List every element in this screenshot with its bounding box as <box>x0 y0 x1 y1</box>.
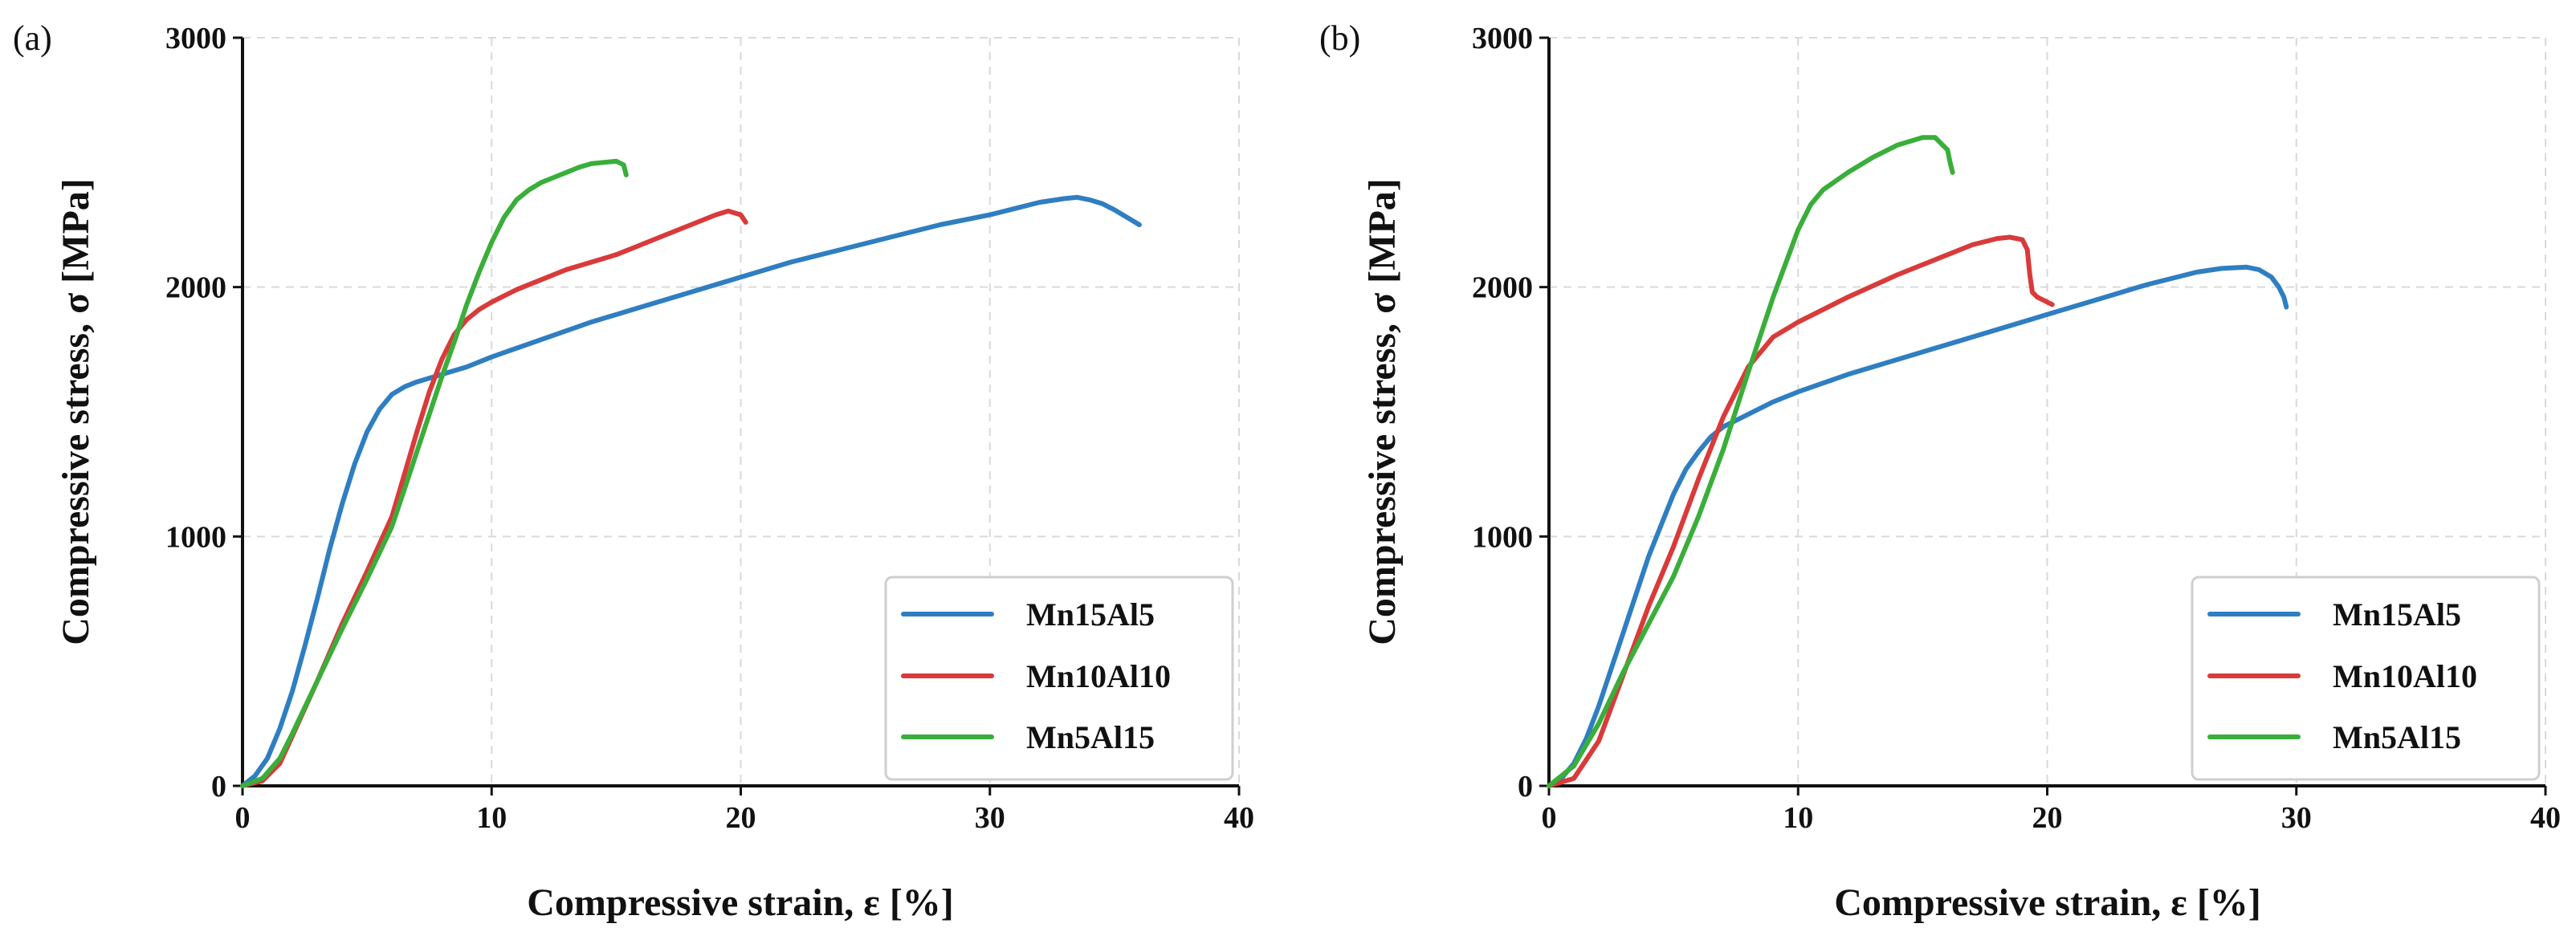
panel-b-series <box>1547 135 2289 788</box>
panel-b: (b) 0 10 20 30 40 0 1000 2000 3000 Compressive s… <box>1319 18 2561 924</box>
panel-a-label: (a) <box>13 18 52 58</box>
panel-b-x-tick-label: 0 <box>1542 801 1557 835</box>
panel-a-series-mn5al15 <box>240 158 629 788</box>
panel-b-y-tick-label: 3000 <box>1472 22 1533 55</box>
panel-a-x-tick-label: 40 <box>1224 801 1254 835</box>
panel-b-x-tick-label: 10 <box>1783 801 1813 835</box>
panel-b-y-tick-label: 0 <box>1518 770 1533 804</box>
panel-a: (a) 0 10 20 30 40 0 1000 2000 3000 Compressive s… <box>13 18 1254 924</box>
panel-b-legend-label-mn5al15: Mn5Al15 <box>2333 719 2461 755</box>
panel-a-legend: Mn15Al5 Mn10Al10 Mn5Al15 <box>884 576 1234 781</box>
panel-b-x-tick-label: 30 <box>2281 801 2312 835</box>
panel-b-x-tick-label: 20 <box>2032 801 2063 835</box>
panel-a-x-tick-label: 20 <box>726 801 756 835</box>
panel-b-series-mn5al15 <box>1547 135 1955 788</box>
panel-b-series-mn15al5 <box>1547 264 2289 788</box>
panel-b-legend-box <box>2191 576 2541 781</box>
panel-b-legend: Mn15Al5 Mn10Al10 Mn5Al15 <box>2191 576 2541 781</box>
panel-b-x-tick-label: 40 <box>2530 801 2561 835</box>
panel-a-x-axis-title: Compressive strain, ε [%] <box>527 881 954 924</box>
panel-a-y-axis-title: Compressive stress, σ [MPa] <box>55 178 97 645</box>
panel-b-legend-label-mn15al5: Mn15Al5 <box>2333 596 2461 633</box>
panel-b-y-tick-label: 1000 <box>1472 520 1533 554</box>
panel-a-x-tick-label: 30 <box>975 801 1005 835</box>
panel-a-y-tick-label: 2000 <box>165 271 226 305</box>
panel-a-series <box>240 158 1142 788</box>
panel-a-ticks: 0 10 20 30 40 0 1000 2000 3000 <box>165 22 1254 835</box>
panel-b-series-mn10al10 <box>1547 234 2055 788</box>
panel-b-legend-label-mn10al10: Mn10Al10 <box>2333 658 2477 694</box>
panel-b-y-tick-label: 2000 <box>1472 271 1533 305</box>
panel-a-series-mn15al5 <box>240 194 1142 788</box>
panel-a-legend-label-mn5al15: Mn5Al15 <box>1026 719 1155 755</box>
panel-a-y-tick-label: 3000 <box>165 22 226 55</box>
panel-a-x-tick-label: 10 <box>476 801 507 835</box>
panel-a-legend-label-mn15al5: Mn15Al5 <box>1026 596 1155 633</box>
panel-b-x-axis-title: Compressive strain, ε [%] <box>1834 881 2261 924</box>
panel-a-x-tick-label: 0 <box>235 801 251 835</box>
panel-b-label: (b) <box>1319 18 1360 58</box>
panel-a-y-tick-label: 1000 <box>165 520 226 554</box>
panel-a-y-tick-label: 0 <box>211 770 226 804</box>
panel-a-legend-box <box>884 576 1234 781</box>
panel-a-legend-label-mn10al10: Mn10Al10 <box>1026 658 1171 694</box>
panel-b-y-axis-title: Compressive stress, σ [MPa] <box>1361 178 1404 645</box>
